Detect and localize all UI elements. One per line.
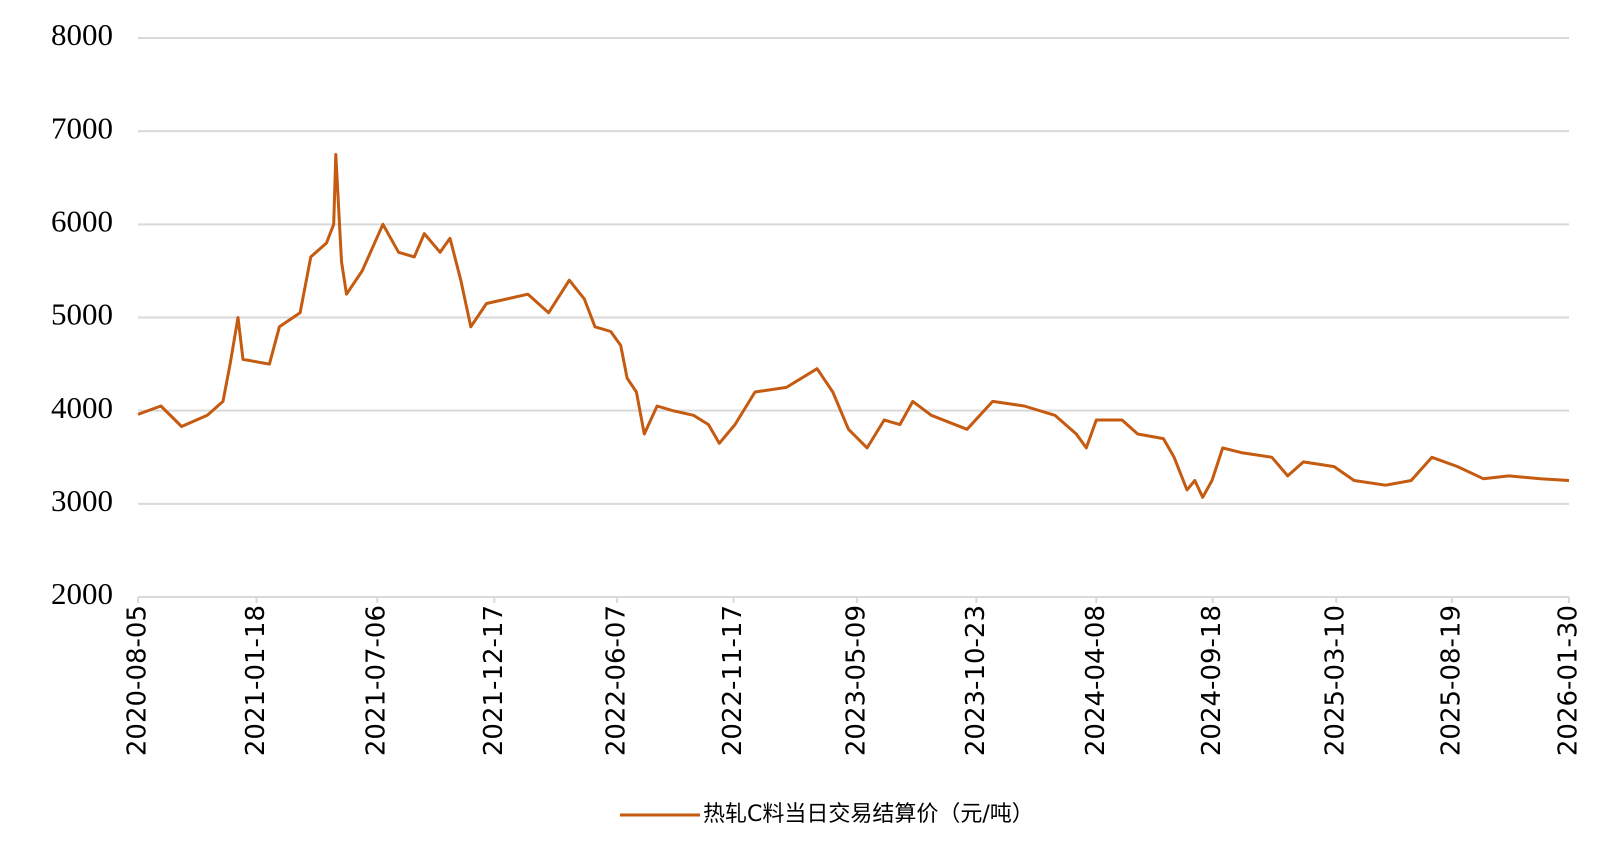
x-tick-label: 2026-01-30 — [1554, 605, 1584, 756]
x-tick-label: 2025-03-10 — [1321, 605, 1351, 756]
x-tick-label: 2023-10-23 — [961, 605, 991, 756]
x-tick-label: 2025-08-19 — [1436, 605, 1466, 756]
y-tick-label: 2000 — [51, 576, 113, 611]
y-tick-label: 5000 — [51, 297, 113, 332]
x-tick-label: 2021-12-17 — [479, 605, 509, 756]
x-tick-label: 2024-04-08 — [1081, 605, 1111, 756]
x-tick-label: 2022-11-17 — [718, 605, 748, 756]
legend-label: 热轧C料当日交易结算价（元/吨） — [703, 802, 1034, 827]
series-line — [137, 153, 1570, 499]
y-tick-label: 7000 — [51, 110, 113, 145]
y-tick-label: 6000 — [51, 203, 113, 238]
x-tick-label: 2022-06-07 — [602, 605, 632, 756]
x-tick-label: 2023-05-09 — [842, 605, 872, 756]
x-tick-label: 2021-01-18 — [241, 605, 271, 756]
x-tick-label: 2024-09-18 — [1197, 605, 1227, 756]
y-tick-label: 3000 — [51, 483, 113, 518]
y-tick-label: 8000 — [51, 17, 113, 52]
y-tick-label: 4000 — [51, 390, 113, 425]
x-tick-label: 2020-08-05 — [123, 605, 153, 756]
x-tick-label: 2021-07-06 — [362, 605, 392, 756]
